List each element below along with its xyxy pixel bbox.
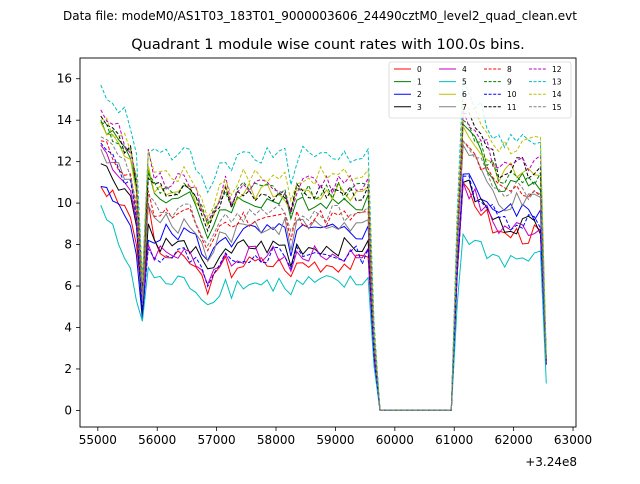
chart-title: Quadrant 1 module wise count rates with … [131, 37, 525, 53]
series-line-7 [100, 143, 547, 411]
x-tick-label: 62000 [495, 433, 533, 447]
figure-suptitle: Data file: modeM0/AS1T03_183T01_90000036… [63, 9, 577, 23]
legend-label-2: 2 [417, 90, 422, 99]
x-tick-label: 59000 [316, 433, 354, 447]
legend-label-3: 3 [417, 103, 422, 112]
y-tick-label: 0 [64, 403, 72, 417]
legend-label-12: 12 [552, 65, 562, 74]
series-line-11 [100, 112, 547, 411]
series-line-6 [100, 122, 547, 411]
x-tick-label: 57000 [198, 433, 236, 447]
series-line-3 [100, 163, 547, 411]
y-axis: 0 2 4 6 8 10 12 14 16 [57, 72, 80, 417]
legend-label-15: 15 [552, 103, 562, 112]
legend-label-7: 7 [462, 103, 467, 112]
legend-label-6: 6 [462, 90, 467, 99]
legend-label-4: 4 [462, 65, 467, 74]
series-line-15 [100, 136, 547, 411]
x-tick-label: 63000 [554, 433, 592, 447]
axes-frame [79, 57, 577, 428]
y-tick-label: 8 [64, 238, 72, 252]
legend-label-8: 8 [507, 65, 512, 74]
legend-box [388, 61, 572, 119]
legend-label-13: 13 [552, 78, 562, 87]
y-tick-label: 6 [64, 279, 72, 293]
plot-area [79, 57, 577, 428]
series-line-4 [100, 144, 547, 411]
x-axis-offset-label: +3.24e8 [525, 455, 577, 469]
series-line-12 [100, 109, 547, 411]
axes-background [80, 58, 576, 427]
y-tick-label: 4 [64, 320, 72, 334]
legend-label-14: 14 [552, 90, 562, 99]
x-axis: 55000 56000 57000 58000 59000 60000 61000 62000… [79, 427, 592, 447]
series-line-5 [100, 205, 547, 411]
y-tick-label: 10 [57, 196, 72, 210]
y-tick-label: 14 [57, 113, 72, 127]
x-tick-label: 58000 [257, 433, 295, 447]
y-tick-label: 2 [64, 362, 72, 376]
legend-label-5: 5 [462, 78, 467, 87]
legend-label-10: 10 [507, 90, 517, 99]
series-line-10 [100, 142, 547, 411]
legend-label-9: 9 [507, 78, 512, 87]
legend-label-11: 11 [507, 103, 517, 112]
x-tick-label: 61000 [435, 433, 473, 447]
x-tick-label: 60000 [376, 433, 414, 447]
legend-label-1: 1 [417, 78, 422, 87]
y-tick-label: 12 [57, 155, 72, 169]
y-tick-label: 16 [57, 72, 72, 86]
legend-label-0: 0 [417, 65, 422, 74]
series-line-13 [100, 78, 547, 411]
x-tick-label: 55000 [79, 433, 117, 447]
x-tick-label: 56000 [138, 433, 176, 447]
